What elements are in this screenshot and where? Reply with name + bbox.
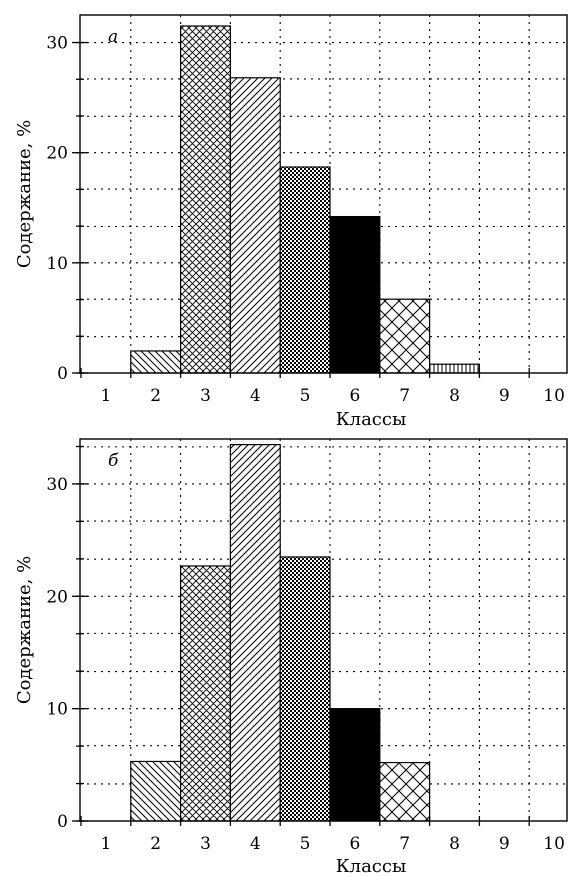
y-axis-title: Содержание, % [14, 556, 35, 704]
bar-class-4 [229, 444, 281, 822]
x-axis-title: Классы [336, 409, 407, 430]
y-tick-label: 30 [46, 475, 68, 495]
x-tick-label: 2 [150, 386, 161, 406]
x-tick-label: 4 [250, 386, 261, 406]
bar-class-7 [379, 298, 431, 374]
x-tick-label: 3 [200, 386, 211, 406]
x-tick-label: 8 [449, 834, 460, 854]
x-tick-label: 2 [150, 834, 161, 854]
y-tick-label: 20 [46, 144, 68, 164]
bar-class-2 [130, 350, 182, 374]
bar-class-3 [180, 25, 232, 374]
x-tick-label: 4 [250, 834, 261, 854]
y-tick-label: 10 [46, 700, 68, 720]
panel-label: б [108, 451, 119, 471]
y-tick-label: 0 [57, 364, 68, 384]
x-tick-label: 3 [200, 834, 211, 854]
x-tick-label: 10 [543, 386, 565, 406]
bar-class-6 [329, 708, 381, 822]
x-tick-label: 1 [100, 386, 111, 406]
plot-frame [79, 438, 568, 822]
chart-panel-2: 0 10 20 30 1 2 3 4 5 6 7 8 9 10 Классы Содержание, % б [14, 438, 568, 876]
x-axis-title: Классы [336, 856, 407, 876]
bar-class-5 [279, 166, 331, 374]
x-tick-label: 9 [499, 834, 510, 854]
y-tick-label: 20 [46, 587, 68, 607]
x-tick-label: 10 [543, 834, 565, 854]
bar-class-8 [429, 363, 481, 374]
y-axis-title: Содержание, % [14, 120, 35, 268]
panel-label: а [108, 27, 118, 47]
chart-panel-1: 0 10 20 30 1 2 3 4 5 6 7 8 9 10 Классы Содержание, % а [14, 14, 568, 430]
bar-class-3 [180, 565, 232, 822]
y-tick-label: 0 [57, 812, 68, 832]
x-tick-label: 1 [100, 834, 111, 854]
x-tick-label: 6 [349, 834, 360, 854]
x-tick-label: 7 [399, 834, 410, 854]
x-tick-label: 5 [300, 386, 311, 406]
y-tick-label: 30 [46, 34, 68, 54]
x-tick-label: 5 [300, 834, 311, 854]
bar-class-4 [229, 77, 281, 374]
y-tick-label: 10 [46, 254, 68, 274]
bar-class-7 [379, 761, 431, 822]
x-tick-label: 6 [349, 386, 360, 406]
bar-class-5 [279, 556, 331, 822]
bar-class-6 [329, 215, 381, 374]
x-tick-label: 9 [499, 386, 510, 406]
x-tick-label: 7 [399, 386, 410, 406]
bar-class-2 [130, 760, 182, 822]
plot-frame [79, 14, 568, 374]
x-tick-label: 8 [449, 386, 460, 406]
